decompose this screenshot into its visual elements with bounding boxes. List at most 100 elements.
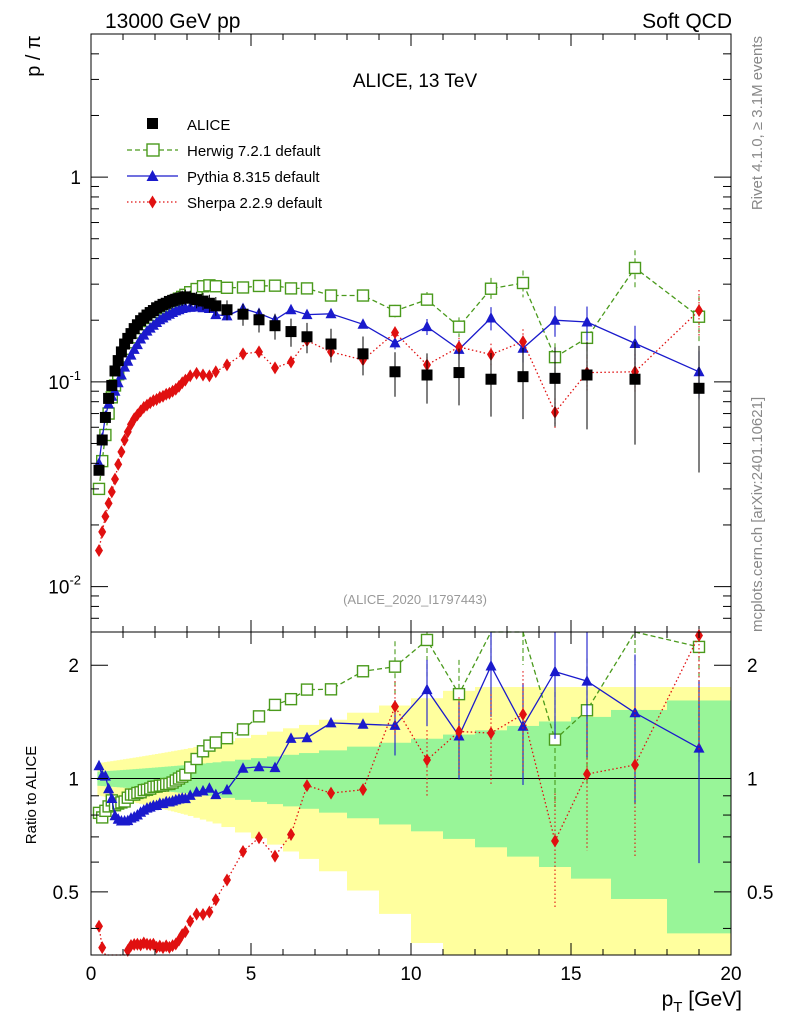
main-point-pythia [119, 361, 131, 372]
ratio-point-sherpa [223, 873, 231, 887]
ratio-panel-axes: 0 5 10 15 20 0.5 0.5 1 1 2 2 [53, 632, 773, 985]
ratio-y-tick-label: 1 [68, 770, 79, 791]
ratio-point-herwig [220, 731, 234, 745]
main-point-sherpa [192, 366, 201, 380]
ratio-point-herwig [420, 633, 434, 647]
main-point-alice [93, 464, 105, 476]
ratio-point-sherpa [186, 914, 195, 928]
main-point-alice [106, 379, 118, 391]
ratio-point-herwig [324, 683, 338, 696]
main-point-sherpa [223, 358, 231, 372]
main-point-herwig [324, 289, 338, 302]
ratio-point-herwig [300, 683, 314, 696]
ratio-band-green [193, 764, 201, 795]
ratio-point-sherpa [455, 725, 463, 739]
ratio-point-pythia [93, 759, 105, 771]
ratio-point-pythia [210, 788, 222, 800]
x-axis-label: pT [GeV] [662, 988, 742, 1016]
main-point-alice [184, 292, 196, 304]
main-point-alice [357, 348, 369, 360]
main-point-alice [325, 338, 337, 350]
main-point-alice [103, 392, 115, 404]
ratio-point-pythia [184, 789, 196, 800]
main-point-pythia [389, 336, 401, 348]
ratio-point-pythia [301, 731, 313, 743]
ratio-point-herwig [388, 660, 402, 673]
x-tick-label: 0 [86, 964, 97, 985]
ratio-point-herwig [209, 736, 223, 749]
main-point-alice [203, 297, 215, 309]
main-point-alice [253, 314, 265, 326]
ratio-point-sherpa [255, 831, 263, 845]
main-point-sherpa [111, 472, 119, 486]
main-point-pythia [581, 316, 593, 327]
ratio-point-pythia [253, 760, 265, 772]
ratio-point-pythia [325, 716, 337, 728]
main-point-alice [197, 295, 209, 307]
ratio-point-herwig [356, 665, 370, 678]
main-point-sherpa [95, 544, 103, 558]
x-tick-label: 5 [246, 964, 257, 985]
ratio-band-green [611, 709, 668, 899]
main-point-alice [119, 338, 131, 350]
y-axis-label: p / π [23, 35, 45, 77]
ratio-band-green [199, 763, 207, 796]
legend-marker-herwig [146, 143, 160, 157]
x-tick-label: 15 [560, 964, 581, 985]
legend-marker-alice [147, 118, 158, 129]
main-point-herwig [300, 282, 314, 295]
main-point-sherpa [695, 304, 703, 318]
main-point-alice [96, 434, 108, 446]
main-point-herwig [268, 279, 282, 292]
ratio-point-herwig [268, 698, 282, 712]
ratio-point-sherpa [192, 907, 201, 921]
main-point-pythia [485, 312, 497, 323]
ratio-point-sherpa [487, 726, 495, 740]
main-point-alice [237, 308, 249, 320]
ratio-point-pythia [285, 732, 297, 743]
main-point-pythia [357, 318, 369, 329]
legend-label-alice: ALICE [187, 117, 230, 134]
ratio-point-pythia [549, 665, 561, 677]
ratio-point-herwig [284, 692, 298, 706]
main-point-sherpa [199, 368, 207, 382]
main-point-herwig [452, 320, 466, 333]
main-point-pythia [325, 307, 337, 319]
main-point-herwig [236, 281, 250, 294]
y-tick-label: 10-1 [48, 368, 81, 394]
ratio-point-sherpa [391, 700, 399, 714]
ratio-point-sherpa [181, 925, 190, 939]
y-tick-label: 10-2 [48, 573, 81, 599]
ratio-band-green [571, 716, 612, 879]
main-point-herwig [252, 279, 266, 293]
ratio-y-tick-label: 2 [68, 656, 79, 677]
main-point-alice [285, 326, 297, 338]
main-point-alice [581, 369, 593, 381]
header-right: Soft QCD [642, 10, 732, 33]
main-panel-data [92, 250, 706, 558]
main-point-herwig [484, 282, 498, 295]
main-point-sherpa [271, 361, 279, 375]
ratio-point-sherpa [211, 893, 220, 907]
ratio-point-sherpa [239, 845, 247, 859]
ratio-point-sherpa [287, 828, 295, 842]
main-point-pythia [122, 355, 134, 366]
main-point-alice [301, 331, 313, 343]
ratio-point-pythia [357, 718, 369, 729]
main-point-alice [517, 371, 529, 383]
main-point-herwig [209, 280, 223, 293]
ratio-band-green [283, 754, 300, 807]
legend-marker-sherpa [148, 195, 157, 209]
main-point-sherpa [287, 355, 295, 369]
y-tick-label: 1 [70, 168, 81, 189]
ratio-point-sherpa [327, 786, 335, 800]
main-line-pythia [98, 306, 700, 464]
ratio-point-pythia [179, 792, 191, 804]
main-point-alice [693, 382, 705, 394]
plot-title: ALICE, 13 TeV [353, 71, 478, 92]
ratio-band-green [475, 730, 508, 848]
main-point-alice [221, 304, 233, 316]
ratio-band-green [319, 750, 348, 813]
ratio-point-sherpa [205, 905, 214, 919]
ratio-point-herwig [452, 687, 466, 701]
